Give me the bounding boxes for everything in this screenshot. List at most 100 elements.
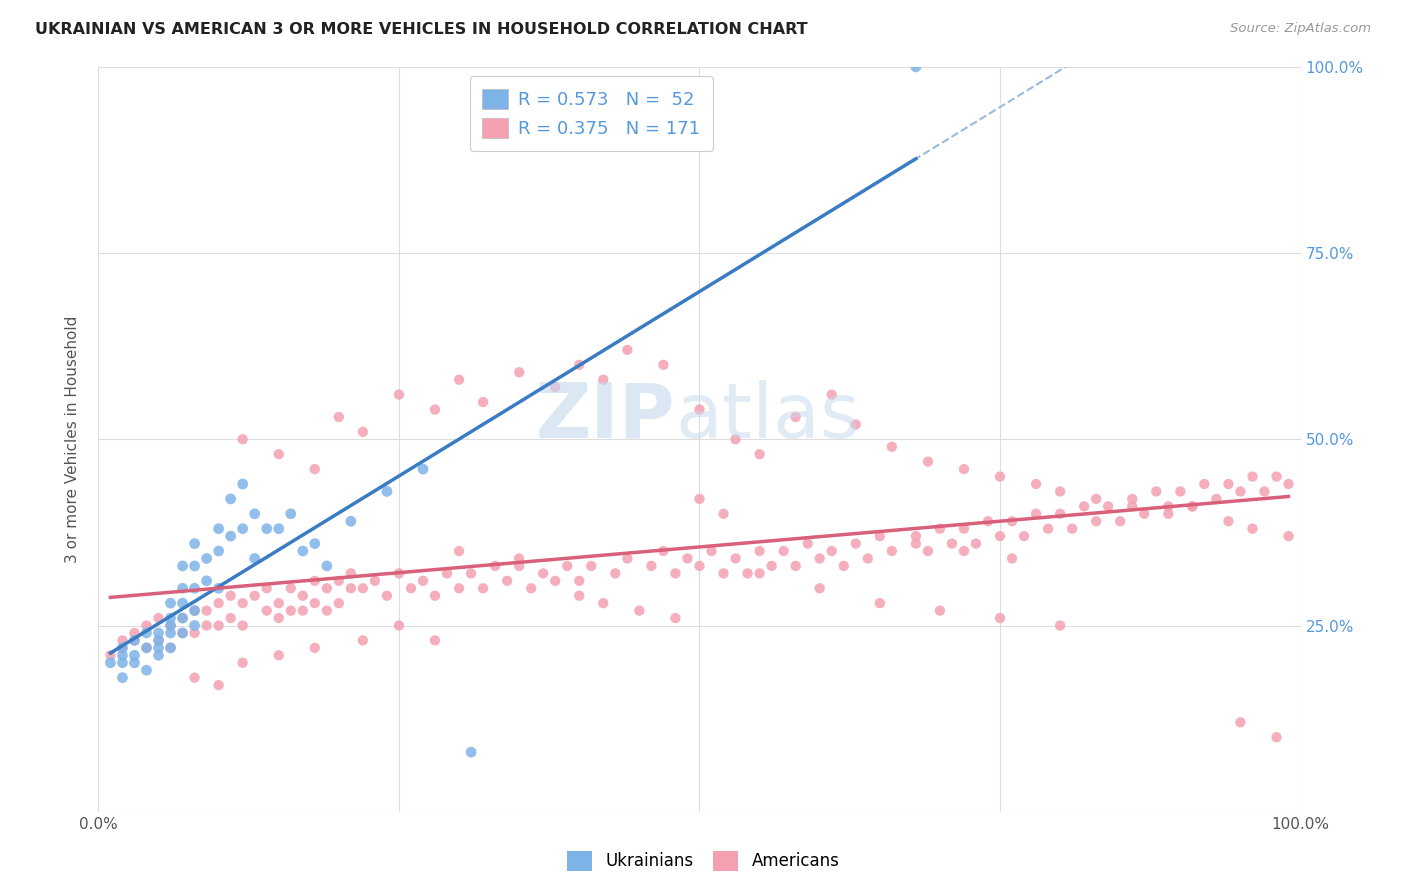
Point	[328, 574, 350, 588]
Point	[243, 507, 266, 521]
Point	[172, 582, 194, 596]
Point	[208, 618, 231, 632]
Point	[124, 656, 146, 670]
Point	[256, 582, 278, 596]
Point	[208, 678, 231, 692]
Point	[195, 618, 218, 632]
Point	[616, 343, 638, 357]
Point	[267, 522, 290, 536]
Point	[183, 582, 205, 596]
Point	[280, 582, 302, 596]
Point	[232, 596, 254, 610]
Point	[1062, 522, 1084, 536]
Point	[100, 656, 122, 670]
Point	[724, 433, 747, 447]
Point	[232, 618, 254, 632]
Point	[880, 544, 903, 558]
Point	[436, 566, 458, 581]
Point	[1205, 491, 1227, 506]
Point	[315, 558, 337, 573]
Point	[364, 574, 387, 588]
Point	[159, 640, 181, 655]
Point	[447, 582, 470, 596]
Point	[195, 604, 218, 618]
Point	[988, 611, 1011, 625]
Point	[904, 529, 927, 543]
Point	[1277, 477, 1299, 491]
Point	[652, 544, 675, 558]
Point	[195, 551, 218, 566]
Point	[988, 469, 1011, 483]
Point	[472, 395, 495, 409]
Point	[544, 380, 567, 394]
Point	[880, 440, 903, 454]
Point	[531, 566, 554, 581]
Point	[748, 447, 770, 461]
Point	[1025, 477, 1047, 491]
Point	[1133, 507, 1156, 521]
Point	[447, 544, 470, 558]
Point	[208, 582, 231, 596]
Point	[689, 402, 711, 417]
Point	[1253, 484, 1275, 499]
Point	[159, 640, 181, 655]
Point	[1218, 514, 1240, 528]
Point	[1001, 551, 1024, 566]
Point	[243, 551, 266, 566]
Point	[977, 514, 1000, 528]
Point	[520, 582, 543, 596]
Point	[1229, 715, 1251, 730]
Point	[988, 529, 1011, 543]
Point	[111, 640, 134, 655]
Point	[328, 409, 350, 424]
Point	[315, 582, 337, 596]
Point	[785, 409, 807, 424]
Point	[1277, 529, 1299, 543]
Point	[965, 536, 987, 550]
Point	[183, 604, 205, 618]
Point	[172, 558, 194, 573]
Point	[1073, 500, 1095, 514]
Point	[845, 536, 868, 550]
Point	[1036, 522, 1059, 536]
Point	[304, 596, 326, 610]
Point	[796, 536, 818, 550]
Point	[508, 551, 530, 566]
Point	[304, 574, 326, 588]
Point	[183, 626, 205, 640]
Point	[496, 574, 519, 588]
Point	[232, 656, 254, 670]
Point	[256, 604, 278, 618]
Point	[124, 626, 146, 640]
Point	[183, 671, 205, 685]
Point	[605, 566, 627, 581]
Point	[304, 640, 326, 655]
Point	[1181, 500, 1204, 514]
Point	[917, 455, 939, 469]
Point	[953, 462, 976, 476]
Point	[159, 618, 181, 632]
Point	[1241, 522, 1264, 536]
Point	[1194, 477, 1216, 491]
Point	[568, 358, 591, 372]
Point	[340, 514, 363, 528]
Point	[664, 566, 686, 581]
Point	[172, 626, 194, 640]
Point	[291, 589, 314, 603]
Text: atlas: atlas	[675, 380, 860, 454]
Point	[616, 551, 638, 566]
Point	[640, 558, 662, 573]
Text: UKRAINIAN VS AMERICAN 3 OR MORE VEHICLES IN HOUSEHOLD CORRELATION CHART: UKRAINIAN VS AMERICAN 3 OR MORE VEHICLES…	[35, 22, 808, 37]
Point	[592, 373, 614, 387]
Point	[1241, 469, 1264, 483]
Point	[1049, 507, 1071, 521]
Point	[1049, 484, 1071, 499]
Point	[555, 558, 578, 573]
Point	[124, 648, 146, 663]
Point	[724, 551, 747, 566]
Point	[581, 558, 603, 573]
Point	[135, 640, 157, 655]
Point	[423, 402, 446, 417]
Point	[953, 544, 976, 558]
Point	[183, 604, 205, 618]
